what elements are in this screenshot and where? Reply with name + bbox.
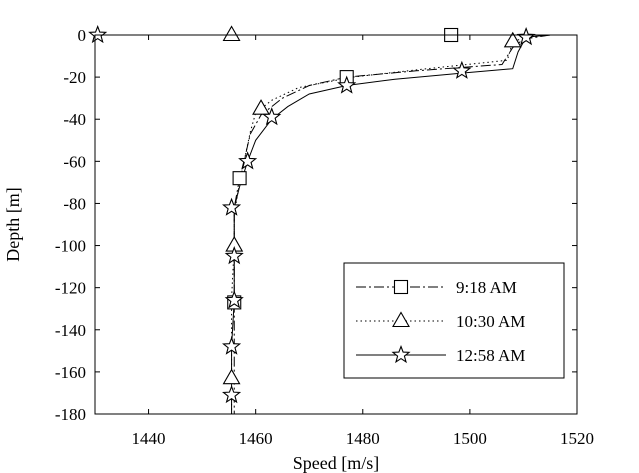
y-tick-label: 0 (78, 26, 87, 45)
tick-layer: 1440 1460 1480 1500 1520 0 -20 -40 -60 -80 -100 -12… (55, 26, 594, 448)
legend: 9:18 AM 10:30 AM 12:58 AM (343, 262, 565, 379)
y-tick-label: -120 (55, 279, 86, 298)
x-tick-label: 1480 (346, 429, 380, 448)
legend-marker (392, 311, 410, 328)
legend-label: 9:18 AM (456, 278, 517, 297)
series-marker (224, 246, 244, 265)
marker-layer (88, 24, 536, 404)
y-tick-label: -180 (55, 405, 86, 424)
y-tick-label: -20 (63, 68, 86, 87)
x-tick-label: 1500 (453, 429, 487, 448)
legend-entries: 9:18 AM 10:30 AM 12:58 AM (356, 278, 525, 365)
series-marker (224, 290, 244, 309)
legend-label: 10:30 AM (456, 312, 525, 331)
legend-marker (391, 344, 411, 364)
y-tick-label: -80 (63, 194, 86, 213)
series-marker (222, 197, 242, 216)
series-marker (262, 107, 282, 126)
x-axis-label: Speed [m/s] (293, 453, 379, 473)
legend-marker (393, 279, 409, 295)
x-tick-label: 1520 (560, 429, 594, 448)
y-tick-label: -160 (55, 363, 86, 382)
series-marker (503, 31, 522, 48)
series-marker (222, 336, 242, 355)
legend-label: 12:58 AM (456, 346, 525, 365)
y-tick-label: -140 (55, 321, 86, 340)
x-tick-label: 1460 (239, 429, 273, 448)
plot-frame (94, 34, 578, 415)
series-marker (238, 151, 258, 170)
series-marker (222, 384, 242, 404)
series-marker (252, 99, 270, 115)
series-line (231, 34, 551, 414)
y-axis-label: Depth [m] (3, 187, 23, 261)
y-tick-label: -40 (63, 110, 86, 129)
series-marker (232, 171, 247, 186)
legend-box (343, 262, 565, 379)
series-marker (452, 60, 472, 79)
series-marker (222, 25, 241, 42)
y-tick-label: -100 (55, 237, 86, 256)
series-line (233, 34, 551, 414)
series-marker (516, 27, 536, 46)
series-marker (88, 24, 108, 44)
series-marker (222, 368, 241, 385)
y-tick-label: -60 (63, 152, 86, 171)
x-tick-label: 1440 (132, 429, 166, 448)
series-marker (337, 75, 357, 94)
